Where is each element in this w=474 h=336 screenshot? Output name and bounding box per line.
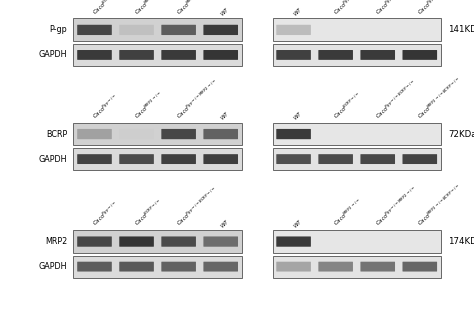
FancyBboxPatch shape [276,154,311,164]
FancyBboxPatch shape [402,262,437,271]
Text: WT: WT [292,219,302,228]
Bar [73,44,242,66]
FancyBboxPatch shape [203,25,238,35]
Bar [73,148,242,170]
FancyBboxPatch shape [319,50,353,60]
Text: Caco$^{BCRP-/-}$: Caco$^{BCRP-/-}$ [132,198,164,228]
Text: WT: WT [219,111,229,121]
Text: WT: WT [292,111,302,121]
FancyBboxPatch shape [119,237,154,247]
FancyBboxPatch shape [119,154,154,164]
Text: Caco$^{MRP2-/-BCRP-/-}$: Caco$^{MRP2-/-BCRP-/-}$ [416,75,464,121]
FancyBboxPatch shape [402,154,437,164]
Bar [273,230,441,253]
FancyBboxPatch shape [360,154,395,164]
FancyBboxPatch shape [402,50,437,60]
FancyBboxPatch shape [360,50,395,60]
Text: Caco$^{Pgp-/-}$: Caco$^{Pgp-/-}$ [90,200,120,228]
Text: Caco$^{Pgp-/-MRP2-/-}$: Caco$^{Pgp-/-MRP2-/-}$ [416,0,461,17]
Text: Caco$^{BCRP-/-}$: Caco$^{BCRP-/-}$ [90,0,123,17]
FancyBboxPatch shape [119,129,154,139]
Bar [73,230,242,253]
Bar [273,148,441,170]
Text: 141KDa: 141KDa [448,26,474,34]
FancyBboxPatch shape [360,262,395,271]
FancyBboxPatch shape [203,237,238,247]
FancyBboxPatch shape [77,262,112,271]
Text: 72KDa: 72KDa [448,130,474,138]
Bar [273,18,441,41]
FancyBboxPatch shape [319,262,353,271]
Text: Caco$^{BCRP-/-}$: Caco$^{BCRP-/-}$ [331,90,364,121]
FancyBboxPatch shape [119,25,154,35]
Text: GAPDH: GAPDH [39,155,67,164]
Text: BCRP: BCRP [46,130,67,138]
FancyBboxPatch shape [161,25,196,35]
FancyBboxPatch shape [276,50,311,60]
FancyBboxPatch shape [276,237,311,247]
Text: Caco$^{MRP2-/-}$: Caco$^{MRP2-/-}$ [331,197,364,228]
Text: WT: WT [219,7,229,17]
Bar [73,256,242,278]
FancyBboxPatch shape [119,50,154,60]
Text: MRP2: MRP2 [45,237,67,246]
Text: GAPDH: GAPDH [39,262,67,271]
Text: Caco$^{MRP2-/-}$: Caco$^{MRP2-/-}$ [132,0,165,17]
FancyBboxPatch shape [203,154,238,164]
FancyBboxPatch shape [276,25,311,35]
FancyBboxPatch shape [77,129,112,139]
FancyBboxPatch shape [203,129,238,139]
FancyBboxPatch shape [161,50,196,60]
FancyBboxPatch shape [77,50,112,60]
FancyBboxPatch shape [161,237,196,247]
Bar [273,123,441,145]
FancyBboxPatch shape [276,262,311,271]
Text: P-gp: P-gp [50,26,67,34]
Text: Caco$^{Pgp-/-BCRP-/-}$: Caco$^{Pgp-/-BCRP-/-}$ [374,0,419,17]
FancyBboxPatch shape [119,262,154,271]
Text: Caco$^{Pgp-/-MRP2-/-}$: Caco$^{Pgp-/-MRP2-/-}$ [374,185,419,228]
Text: 174KDa: 174KDa [448,237,474,246]
FancyBboxPatch shape [276,129,311,139]
FancyBboxPatch shape [77,237,112,247]
FancyBboxPatch shape [161,262,196,271]
FancyBboxPatch shape [203,262,238,271]
Text: Caco$^{Pgp-/-MRP2-/-}$: Caco$^{Pgp-/-MRP2-/-}$ [174,77,220,121]
Bar [73,123,242,145]
Text: Caco$^{Pgp-/-}$: Caco$^{Pgp-/-}$ [90,92,120,121]
FancyBboxPatch shape [203,50,238,60]
Text: WT: WT [292,7,302,17]
Text: Caco$^{Pgp-/-BCRP-/-}$: Caco$^{Pgp-/-BCRP-/-}$ [374,78,419,121]
Text: Caco$^{MRP2-/-}$: Caco$^{MRP2-/-}$ [132,90,165,121]
Text: Caco$^{MRP2-/-BCRP-/-}$: Caco$^{MRP2-/-BCRP-/-}$ [416,183,464,228]
Bar [273,44,441,66]
Text: GAPDH: GAPDH [39,50,67,59]
FancyBboxPatch shape [161,154,196,164]
FancyBboxPatch shape [77,25,112,35]
Text: WT: WT [219,219,229,228]
FancyBboxPatch shape [161,129,196,139]
Bar [273,256,441,278]
Text: Caco$^{MRP2-/-BCRP-/-}$: Caco$^{MRP2-/-BCRP-/-}$ [174,0,222,17]
FancyBboxPatch shape [77,154,112,164]
Text: Caco$^{Pgp-/-}$: Caco$^{Pgp-/-}$ [331,0,362,17]
FancyBboxPatch shape [319,154,353,164]
Text: Caco$^{Pgp-/-BCRP-/-}$: Caco$^{Pgp-/-BCRP-/-}$ [174,185,220,228]
Bar [73,18,242,41]
